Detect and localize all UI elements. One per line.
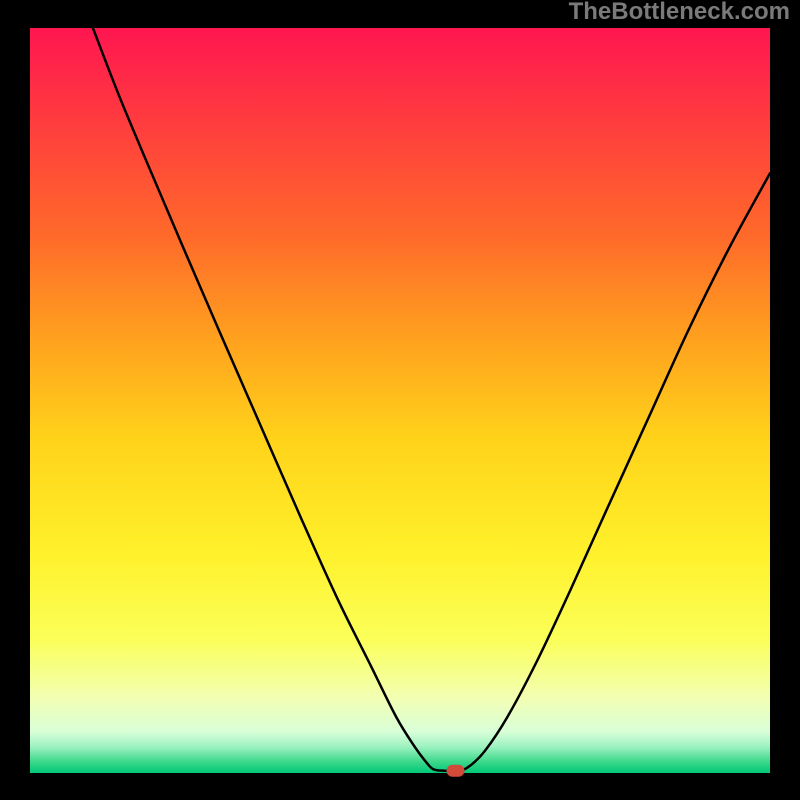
watermark-text: TheBottleneck.com [569,0,790,24]
bottleneck-chart [0,0,800,800]
gradient-background [30,28,770,773]
optimal-marker [447,765,465,777]
